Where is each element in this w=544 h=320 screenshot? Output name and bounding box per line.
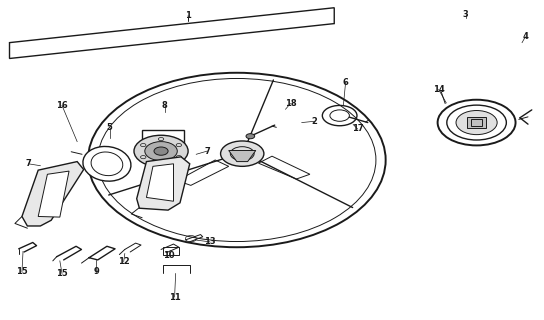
Text: 2: 2 <box>311 117 317 126</box>
Text: 15: 15 <box>56 269 68 278</box>
Ellipse shape <box>91 152 123 176</box>
Text: 7: 7 <box>204 147 210 156</box>
Text: 17: 17 <box>352 124 363 133</box>
Polygon shape <box>38 171 69 217</box>
Text: 14: 14 <box>433 85 444 94</box>
Circle shape <box>456 110 497 135</box>
Text: 4: 4 <box>522 32 528 41</box>
Polygon shape <box>22 162 84 226</box>
Text: 13: 13 <box>204 237 215 246</box>
Text: 8: 8 <box>162 101 168 110</box>
Polygon shape <box>146 164 174 201</box>
Text: 16: 16 <box>56 101 68 110</box>
Text: 7: 7 <box>26 159 32 168</box>
Text: 11: 11 <box>169 292 181 301</box>
Circle shape <box>154 147 168 155</box>
Text: 10: 10 <box>163 251 175 260</box>
Circle shape <box>145 142 177 161</box>
Text: 6: 6 <box>343 78 349 87</box>
Text: 12: 12 <box>118 257 129 266</box>
Ellipse shape <box>83 147 131 181</box>
Bar <box>163 247 179 255</box>
Bar <box>467 117 486 128</box>
Circle shape <box>134 135 188 167</box>
Circle shape <box>220 141 264 166</box>
Text: 5: 5 <box>107 123 113 132</box>
Polygon shape <box>228 150 256 162</box>
Text: 15: 15 <box>16 267 28 276</box>
Text: 18: 18 <box>285 99 296 108</box>
Polygon shape <box>137 157 190 210</box>
Circle shape <box>246 134 255 139</box>
Text: 3: 3 <box>463 10 468 19</box>
Text: 9: 9 <box>93 267 99 276</box>
Text: 1: 1 <box>185 11 191 20</box>
Bar <box>471 119 482 126</box>
